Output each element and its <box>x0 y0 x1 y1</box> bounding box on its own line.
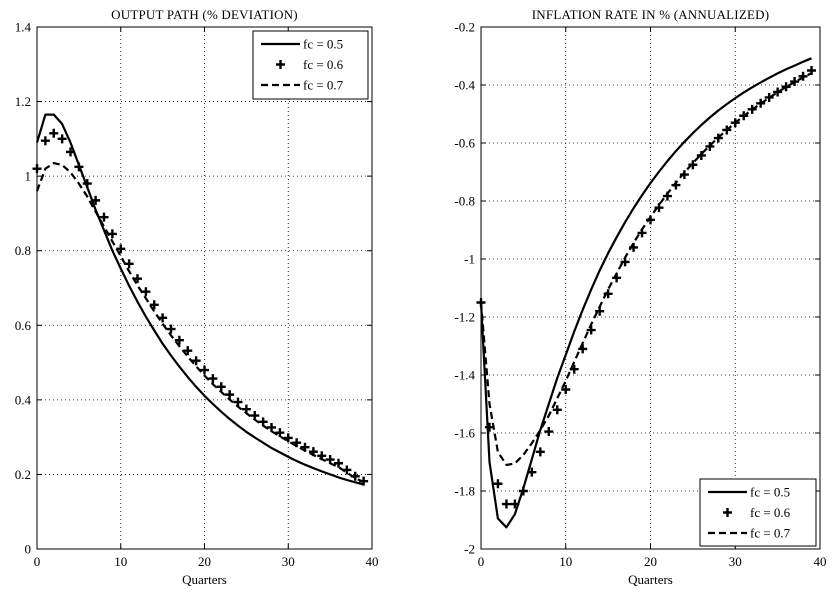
legend-label: fc = 0.6 <box>303 57 344 72</box>
x-tick-label: 10 <box>114 554 127 569</box>
data-point <box>536 447 545 456</box>
legend-label: fc = 0.5 <box>303 37 343 52</box>
y-tick-label: -0.4 <box>454 78 475 93</box>
series-fc-0-7 <box>37 163 364 482</box>
y-tick-label: 0 <box>25 542 32 557</box>
legend-label: fc = 0.5 <box>750 485 790 500</box>
series-fc-0-6 <box>477 66 817 509</box>
data-point <box>502 500 511 509</box>
legend: fc = 0.5 fc = 0.6 fc = 0.7 <box>700 479 816 546</box>
inflation-rate-chart: 0 10 20 30 40 -2 -1.8 -1.6 -1.4 -1.2 -1 -0.8 -0.6 -0.… <box>454 7 826 587</box>
y-tick-label: 0.8 <box>15 243 31 258</box>
data-point <box>200 366 209 375</box>
x-tick-label: 30 <box>282 554 295 569</box>
y-tick-label: 0.2 <box>15 467 31 482</box>
data-point <box>208 374 217 383</box>
data-point <box>570 365 579 374</box>
y-tick-label: -2 <box>464 542 475 557</box>
y-tick-label: -1.6 <box>454 426 475 441</box>
series-fc-0-6 <box>33 129 369 486</box>
data-point <box>167 325 176 334</box>
data-point <box>267 423 276 432</box>
series-fc-0-5 <box>37 115 364 485</box>
x-tick-label: 40 <box>814 554 827 569</box>
output-path-chart: 0 10 20 30 40 0 0.2 0.4 0.6 0.8 1 1.2 1.4 OUTPUT PATH… <box>15 7 379 587</box>
y-tick-label: -1.4 <box>454 368 475 383</box>
data-point <box>225 390 234 399</box>
x-axis-label: Quarters <box>628 572 673 587</box>
x-tick-label: 0 <box>478 554 485 569</box>
data-point <box>284 433 293 442</box>
x-tick-label: 0 <box>34 554 41 569</box>
x-tick-label: 20 <box>644 554 657 569</box>
x-tick-label: 10 <box>559 554 572 569</box>
series-fc-0-5 <box>481 58 812 527</box>
y-tick-label: -1.8 <box>454 484 475 499</box>
data-point <box>41 136 50 145</box>
y-tick-label: 1.4 <box>15 20 32 35</box>
data-point <box>217 382 226 391</box>
data-point <box>493 479 502 488</box>
legend-label: fc = 0.7 <box>303 78 344 93</box>
y-tick-label: -1.2 <box>454 310 475 325</box>
data-point <box>58 134 67 143</box>
legend-label: fc = 0.7 <box>750 526 791 541</box>
y-tick-label: -0.6 <box>454 136 475 151</box>
data-point <box>275 428 284 437</box>
y-tick-label: 0.6 <box>15 318 32 333</box>
y-tick-label: -1 <box>464 252 475 267</box>
y-tick-label: 1 <box>25 169 32 184</box>
series-fc-0-7 <box>481 73 812 465</box>
chart-title: INFLATION RATE IN % (ANNUALIZED) <box>532 7 769 22</box>
x-axis-label: Quarters <box>182 572 227 587</box>
y-tick-label: -0.8 <box>454 194 475 209</box>
data-point <box>49 129 58 138</box>
data-point <box>544 427 553 436</box>
data-point <box>74 162 83 171</box>
chart-title: OUTPUT PATH (% DEVIATION) <box>111 7 298 22</box>
legend: fc = 0.5 fc = 0.6 fc = 0.7 <box>253 31 368 99</box>
y-tick-label: -0.2 <box>454 20 475 35</box>
data-point <box>519 487 528 496</box>
legend-label: fc = 0.6 <box>750 505 791 520</box>
y-tick-label: 0.4 <box>15 392 32 407</box>
data-point <box>292 438 301 447</box>
x-tick-label: 40 <box>366 554 379 569</box>
y-tick-label: 1.2 <box>15 94 31 109</box>
x-tick-label: 30 <box>729 554 742 569</box>
x-tick-label: 20 <box>198 554 211 569</box>
